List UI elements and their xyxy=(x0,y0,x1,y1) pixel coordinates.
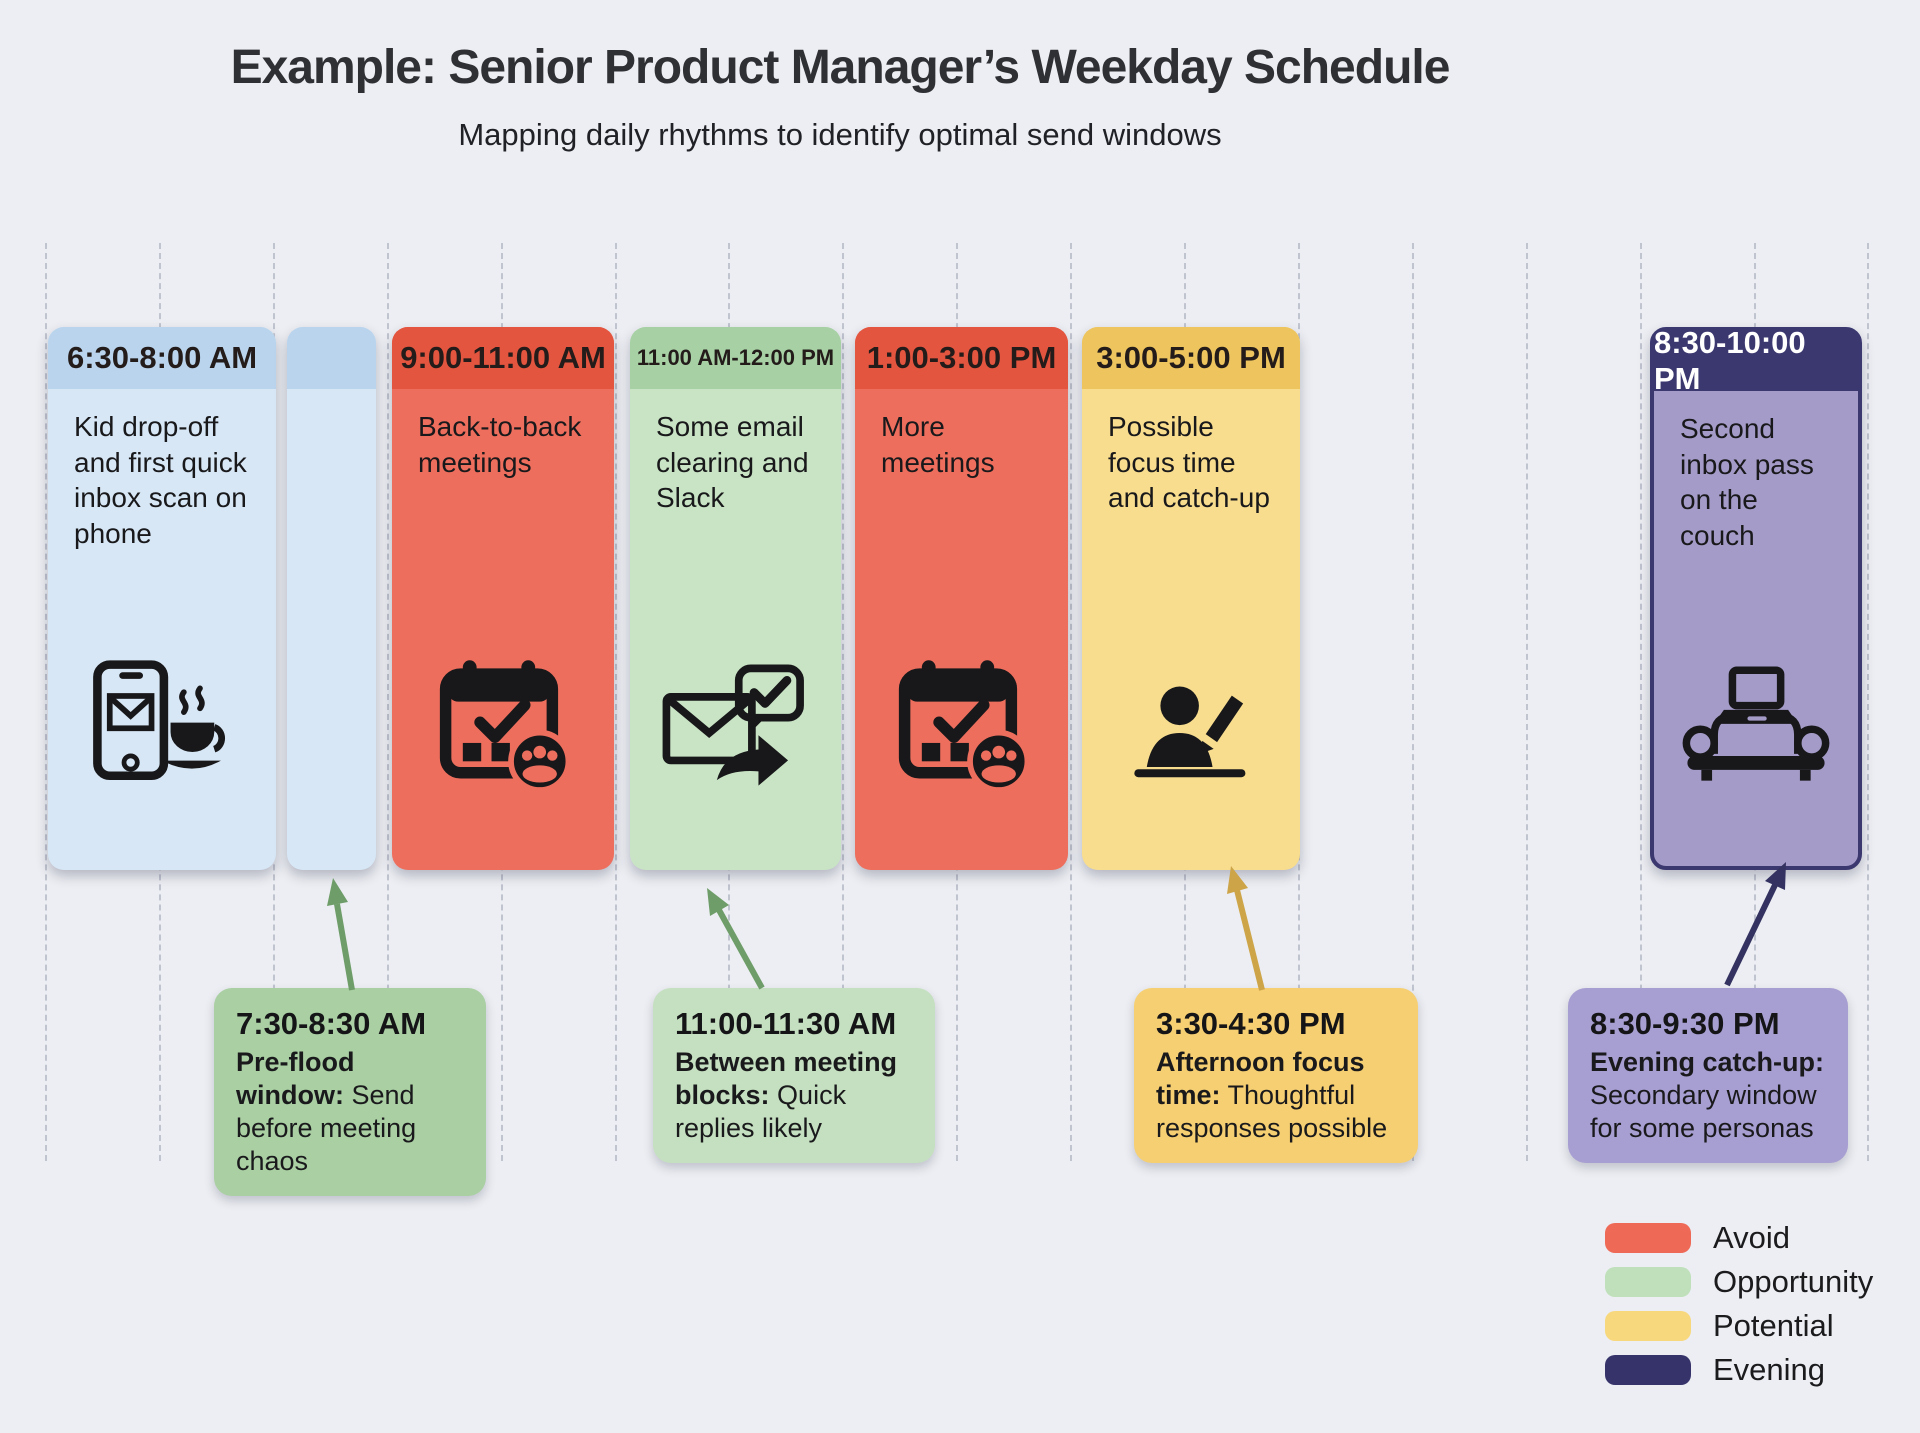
card-time: 3:00-5:00 PM xyxy=(1082,327,1300,389)
card-desc: Possible focus time and catch-up xyxy=(1108,411,1270,514)
legend-item-avoid: Avoid xyxy=(1605,1220,1873,1255)
card-desc: Kid drop-off and first quick inbox scan … xyxy=(74,411,247,549)
hour-gridline xyxy=(1525,243,1528,1161)
card-time: 6:30-8:00 AM xyxy=(48,327,276,389)
callout-text: Evening catch-up: Secondary window for s… xyxy=(1590,1047,1825,1143)
callout-time: 11:00-11:30 AM xyxy=(675,1006,897,1041)
callout-time: 7:30-8:30 AM xyxy=(236,1006,427,1041)
hour-gridline xyxy=(386,243,389,1161)
callout-afternoon-focus: 3:30-4:30 PM Afternoon focus time: Thoug… xyxy=(1134,988,1418,1163)
couch-laptop-icon xyxy=(1654,666,1858,786)
card-morning-buffer xyxy=(287,327,376,870)
header: Example: Senior Product Manager’s Weekda… xyxy=(0,40,1680,153)
callout-time: 8:30-9:30 PM xyxy=(1590,1006,1780,1041)
hour-gridline xyxy=(842,243,845,1161)
arrow-to-buffer-card xyxy=(327,878,355,991)
card-desc xyxy=(287,389,376,409)
arrow-to-focus-card xyxy=(1227,866,1265,991)
hour-gridline xyxy=(1639,243,1642,1161)
calendar-meetings-icon xyxy=(392,658,614,790)
arrow-to-email-card xyxy=(707,888,765,990)
callout-between-meetings: 11:00-11:30 AM Between meeting blocks: Q… xyxy=(653,988,935,1163)
callout-text: Pre-flood window: Send before meeting ch… xyxy=(236,1047,417,1176)
callout-preflood-window: 7:30-8:30 AM Pre-flood window: Send befo… xyxy=(214,988,486,1196)
legend-swatch-opportunity xyxy=(1605,1267,1691,1297)
callout-text: Between meeting blocks: Quick replies li… xyxy=(675,1047,898,1143)
card-meetings-am: 9:00-11:00 AM Back-to-back meetings xyxy=(392,327,614,870)
legend-item-potential: Potential xyxy=(1605,1308,1873,1343)
hour-gridline xyxy=(1070,243,1073,1161)
hour-gridline xyxy=(1411,243,1414,1161)
person-writing-icon xyxy=(1082,676,1300,790)
card-time xyxy=(287,327,376,389)
phone-email-coffee-icon xyxy=(48,658,276,790)
email-chat-check-icon xyxy=(630,664,841,790)
card-email-window: 11:00 AM-12:00 PM Some email clearing an… xyxy=(630,327,841,870)
hour-gridline xyxy=(45,243,47,1161)
callout-evening-catchup: 8:30-9:30 PM Evening catch-up: Secondary… xyxy=(1568,988,1848,1163)
card-focus-time: 3:00-5:00 PM Possible focus time and cat… xyxy=(1082,327,1300,870)
hour-gridline xyxy=(614,243,617,1161)
card-early-morning: 6:30-8:00 AM Kid drop-off and first quic… xyxy=(48,327,276,870)
card-desc: Back-to-back meetings xyxy=(418,411,582,478)
card-desc: More meetings xyxy=(881,411,995,478)
legend: Avoid Opportunity Potential Evening xyxy=(1605,1220,1873,1399)
card-desc: Second inbox pass on the couch xyxy=(1680,413,1814,551)
legend-swatch-avoid xyxy=(1605,1223,1691,1253)
card-evening: 8:30-10:00 PM Second inbox pass on the c… xyxy=(1650,325,1862,870)
card-time: 9:00-11:00 AM xyxy=(392,327,614,389)
legend-item-evening: Evening xyxy=(1605,1352,1873,1387)
legend-swatch-potential xyxy=(1605,1311,1691,1341)
page-subtitle: Mapping daily rhythms to identify optima… xyxy=(458,117,1222,152)
card-time: 11:00 AM-12:00 PM xyxy=(630,327,841,389)
calendar-meetings-icon xyxy=(855,658,1068,790)
card-meetings-pm: 1:00-3:00 PM More meetings xyxy=(855,327,1068,870)
legend-swatch-evening xyxy=(1605,1355,1691,1385)
arrow-to-evening-card xyxy=(1724,862,1786,987)
callout-text: Afternoon focus time: Thoughtful respons… xyxy=(1156,1047,1388,1143)
legend-item-opportunity: Opportunity xyxy=(1605,1264,1873,1299)
card-desc: Some email clearing and Slack xyxy=(656,411,809,514)
page-title: Example: Senior Product Manager’s Weekda… xyxy=(230,41,1451,94)
card-time: 1:00-3:00 PM xyxy=(855,327,1068,389)
callout-time: 3:30-4:30 PM xyxy=(1156,1006,1346,1041)
card-time: 8:30-10:00 PM xyxy=(1654,325,1858,396)
hour-gridline xyxy=(1867,243,1870,1161)
